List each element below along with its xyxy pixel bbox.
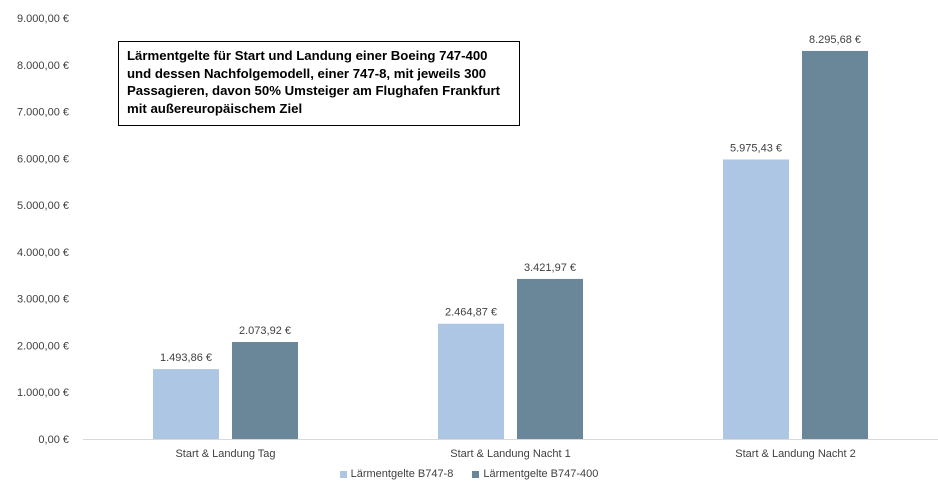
bar-value-label: 3.421,97 € — [524, 262, 576, 274]
legend-item-b747-8: Lärmentgelte B747-8 — [339, 468, 454, 480]
legend-swatch-b747-400 — [472, 470, 480, 478]
bar — [232, 341, 298, 439]
bar-value-label: 1.493,86 € — [160, 352, 212, 364]
y-tick-label: 8.000,00 € — [17, 60, 69, 72]
y-tick-label: 4.000,00 € — [17, 247, 69, 259]
bar — [438, 323, 504, 439]
y-tick-label: 5.000,00 € — [17, 200, 69, 212]
legend-label-b747-400: Lärmentgelte B747-400 — [483, 468, 599, 480]
bar — [153, 369, 219, 439]
x-tick-label: Start & Landung Nacht 2 — [735, 448, 855, 460]
y-tick-label: 7.000,00 € — [17, 107, 69, 119]
y-tick-label: 9.000,00 € — [17, 13, 69, 25]
bar-value-label: 2.073,92 € — [239, 325, 291, 337]
legend-swatch-b747-8 — [339, 470, 347, 478]
bar-value-label: 5.975,43 € — [730, 142, 782, 154]
bar-value-label: 8.295,68 € — [809, 34, 861, 46]
y-tick-label: 2.000,00 € — [17, 340, 69, 352]
x-tick-label: Start & Landung Tag — [175, 448, 275, 460]
bar-value-label: 2.464,87 € — [445, 307, 497, 319]
y-tick-label: 6.000,00 € — [17, 153, 69, 165]
bar — [802, 50, 868, 439]
y-tick-label: 1.000,00 € — [17, 387, 69, 399]
y-tick-label: 3.000,00 € — [17, 294, 69, 306]
y-tick-label: 0,00 € — [38, 434, 69, 446]
legend-label-b747-8: Lärmentgelte B747-8 — [350, 468, 454, 480]
legend-item-b747-400: Lärmentgelte B747-400 — [472, 468, 598, 480]
bar — [517, 278, 583, 439]
chart-title: Lärmentgelte für Start und Landung einer… — [118, 41, 520, 126]
legend: Lärmentgelte B747-8 Lärmentgelte B747-40… — [0, 468, 938, 480]
x-tick-label: Start & Landung Nacht 1 — [450, 448, 570, 460]
bar — [723, 159, 789, 439]
